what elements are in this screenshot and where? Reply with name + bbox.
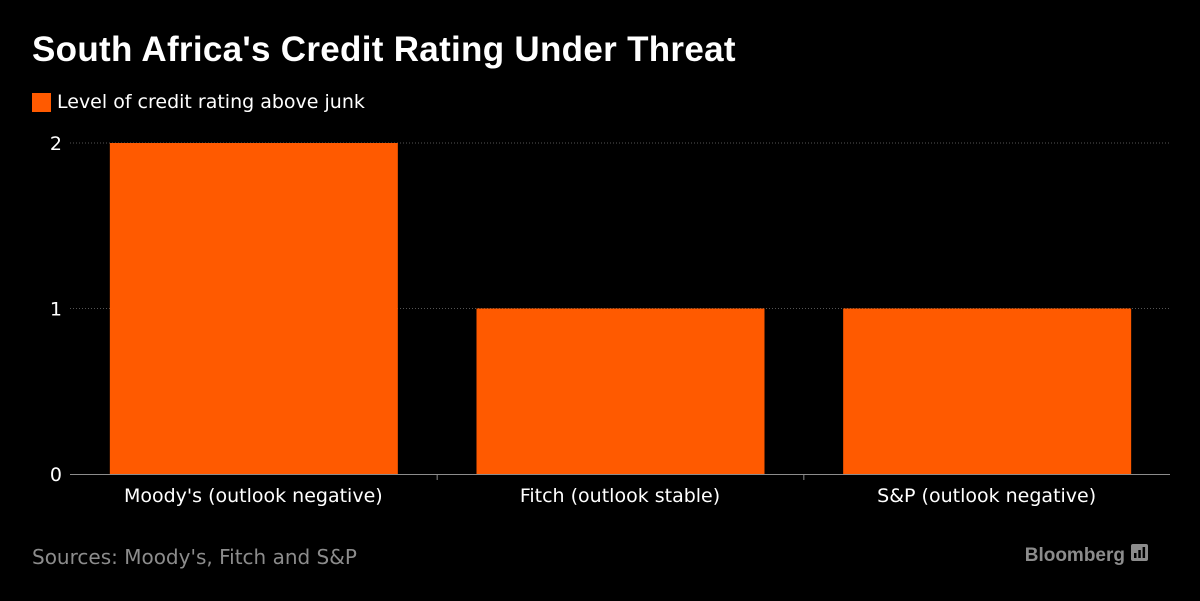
legend-swatch [32,92,51,112]
brand-logo: Bloomberg [1025,544,1148,567]
bloomberg-chart-icon [1131,544,1148,567]
brand-name: Bloomberg [1024,544,1125,566]
source-note: Sources: Moody's, Fitch and S&P [32,545,357,569]
legend: Level of credit rating above junk [32,91,365,113]
legend-label: Level of credit rating above junk [57,91,365,113]
x-tick-label: Fitch (outlook stable) [520,485,720,507]
y-tick-label: 0 [50,464,62,486]
bar [476,308,765,474]
bar [843,308,1132,474]
x-tick-label: Moody's (outlook negative) [124,485,383,507]
y-tick-label: 2 [50,133,62,155]
bar [109,143,398,474]
x-tick-label: S&P (outlook negative) [877,485,1096,507]
chart-title: South Africa's Credit Rating Under Threa… [32,30,736,69]
y-tick-label: 1 [50,299,62,321]
